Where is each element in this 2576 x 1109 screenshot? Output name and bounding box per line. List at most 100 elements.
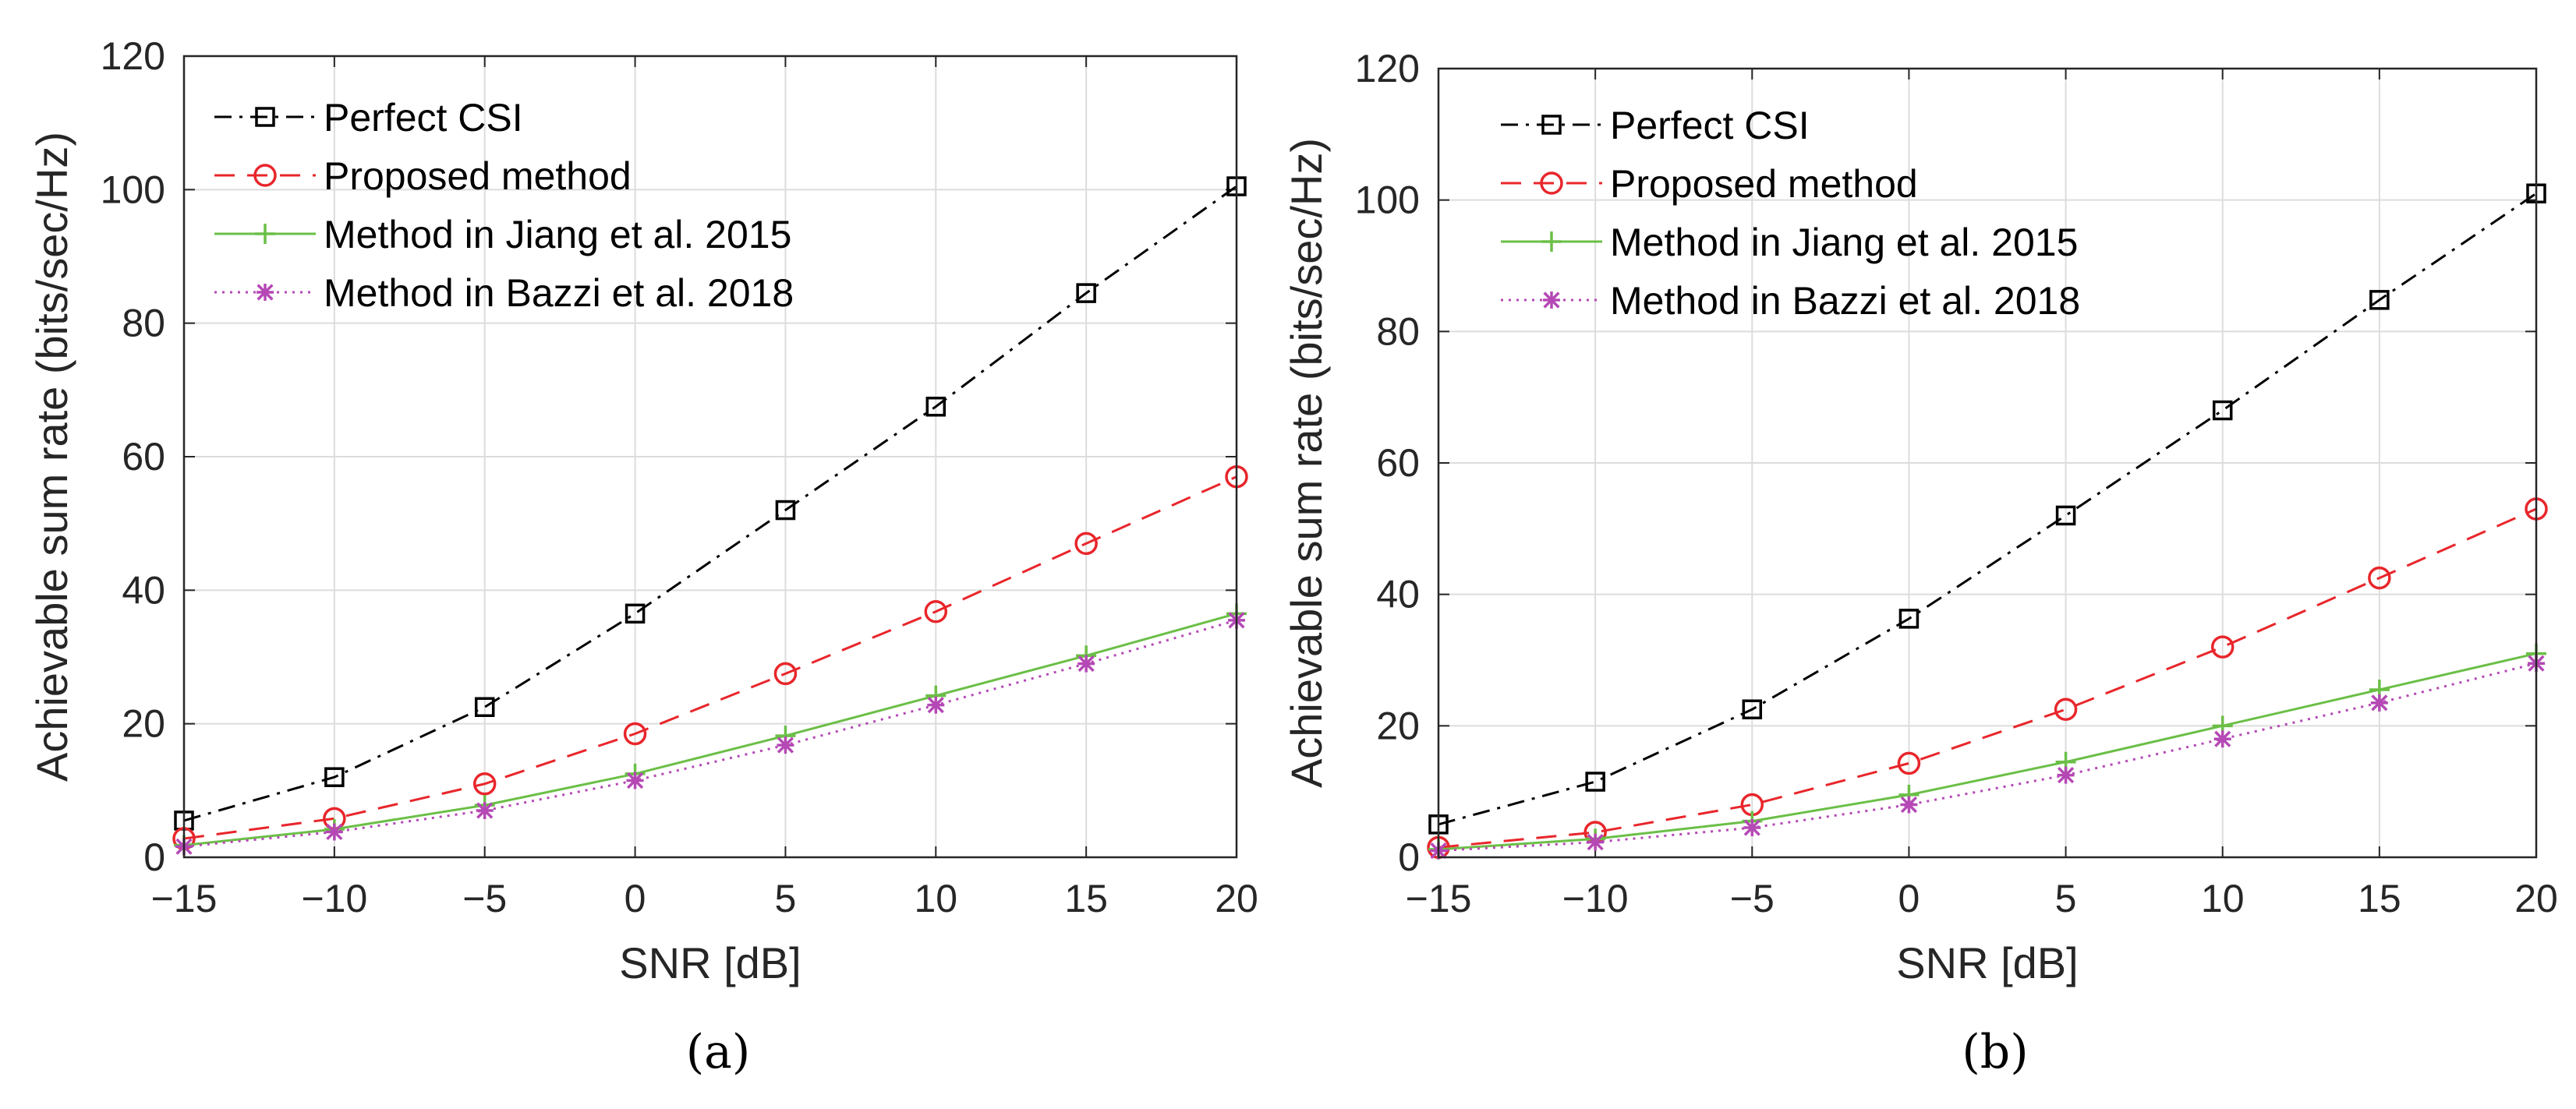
x-tick-label: 15 — [2358, 877, 2401, 920]
data-point — [1074, 532, 1098, 556]
x-tick-label: −5 — [1730, 877, 1775, 920]
legend-label: Proposed method — [1610, 162, 1918, 206]
data-point — [1585, 772, 1605, 792]
data-point — [325, 823, 343, 841]
x-tick-label: 5 — [2055, 877, 2077, 920]
legend-marker — [257, 284, 274, 301]
legend-label: Perfect CSI — [324, 96, 523, 140]
y-tick-label: 100 — [101, 168, 165, 211]
legend-item: Perfect CSI — [214, 96, 523, 140]
y-tick-label: 40 — [1376, 573, 1420, 616]
x-tick-label: 0 — [625, 877, 646, 920]
data-point — [2369, 290, 2390, 310]
axes-box — [182, 55, 1238, 859]
legend-label: Method in Bazzi et al. 2018 — [324, 271, 794, 315]
data-point — [927, 696, 945, 714]
data-point — [2212, 400, 2233, 421]
legend-item: Proposed method — [1501, 162, 1918, 206]
x-tick-label: 20 — [2514, 877, 2558, 920]
legend-item: Perfect CSI — [1501, 104, 1810, 147]
data-point — [777, 736, 794, 754]
legend-marker — [1541, 115, 1562, 135]
series-4 — [1430, 655, 2545, 860]
x-tick-label: −15 — [1406, 877, 1472, 920]
series-line — [1438, 192, 2537, 826]
y-tick-label: 60 — [1376, 441, 1420, 485]
data-point — [472, 772, 497, 796]
y-tick-label: 20 — [1376, 704, 1420, 747]
y-tick-label: 120 — [101, 34, 165, 78]
legend-label: Proposed method — [324, 154, 632, 198]
data-point — [625, 603, 646, 624]
legend: Perfect CSI Proposed method Method in Jian… — [214, 96, 794, 315]
series-line — [183, 475, 1237, 840]
data-point — [1898, 609, 1920, 629]
x-tick-label: 5 — [775, 877, 797, 920]
data-point — [324, 767, 345, 787]
data-point — [2370, 694, 2388, 712]
data-point — [1900, 796, 1918, 814]
data-point — [775, 500, 796, 521]
x-axis-label: SNR [dB] — [1896, 938, 2078, 987]
legend-label: Method in Jiang et al. 2015 — [1610, 221, 2078, 264]
data-point — [476, 802, 494, 820]
x-tick-label: 20 — [1215, 877, 1258, 920]
data-point — [623, 722, 647, 746]
x-tick-label: 15 — [1064, 877, 1108, 920]
legend-item: Method in Jiang et al. 2015 — [1501, 221, 2078, 264]
legend-marker — [1543, 291, 1560, 309]
legend-label: Method in Bazzi et al. 2018 — [1610, 279, 2080, 323]
data-point — [1077, 655, 1095, 673]
series-line — [183, 185, 1237, 822]
data-point — [1587, 833, 1605, 851]
x-tick-label: −5 — [462, 877, 507, 920]
data-point — [1897, 751, 1921, 775]
y-tick-label: 120 — [1355, 47, 1420, 90]
data-point — [1076, 283, 1096, 303]
x-tick-label: 10 — [2201, 877, 2245, 920]
y-tick-label: 0 — [1398, 835, 1420, 879]
y-tick-label: 80 — [122, 302, 165, 345]
y-tick-label: 40 — [122, 568, 165, 612]
data-point — [2213, 730, 2231, 748]
legend-item: Method in Bazzi et al. 2018 — [214, 271, 794, 315]
legend-item: Method in Bazzi et al. 2018 — [1501, 279, 2080, 323]
legend: Perfect CSI Proposed method Method in Jian… — [1501, 104, 2080, 323]
legend-marker — [255, 107, 275, 127]
legend-item: Method in Jiang et al. 2015 — [214, 213, 791, 256]
y-tick-label: 0 — [143, 835, 165, 879]
y-tick-label: 100 — [1355, 178, 1420, 222]
data-point — [2368, 566, 2391, 590]
legend-label: Method in Jiang et al. 2015 — [324, 213, 791, 256]
y-axis-label: Achievable sum rate (bits/sec/Hz) — [1282, 138, 1331, 788]
data-point — [2055, 505, 2076, 526]
legend-label: Perfect CSI — [1610, 104, 1810, 147]
series-line — [1438, 652, 2537, 851]
x-tick-label: −15 — [151, 877, 218, 920]
x-tick-label: −10 — [301, 877, 367, 920]
data-point — [773, 662, 798, 686]
data-point — [626, 772, 644, 789]
chart-panel-a: −15 −10 −5 0 5 10 15 20 0 20 40 60 80 100 120 SNR [dB] A… — [27, 34, 1258, 1079]
data-point — [2057, 766, 2075, 784]
y-tick-label: 80 — [1376, 309, 1420, 353]
x-tick-label: 0 — [1898, 877, 1920, 920]
panel-caption: (b) — [1962, 1025, 2028, 1079]
legend-marker — [253, 164, 277, 187]
data-point — [474, 697, 495, 717]
axes-box — [1437, 67, 2538, 859]
data-point — [2210, 635, 2235, 659]
data-point — [1743, 819, 1761, 837]
legend-marker — [1541, 231, 1562, 252]
x-tick-label: 10 — [914, 877, 957, 920]
data-point — [925, 397, 947, 417]
data-point — [924, 599, 948, 623]
chart-panel-b: −15 −10 −5 0 5 10 15 20 0 20 40 60 80 100 120 SNR [dB] A… — [1282, 47, 2558, 1079]
y-axis-label: Achievable sum rate (bits/sec/Hz) — [27, 132, 76, 782]
data-point — [1742, 699, 1763, 719]
x-tick-label: −10 — [1562, 877, 1629, 920]
x-axis-label: SNR [dB] — [619, 938, 801, 987]
y-tick-label: 20 — [122, 702, 165, 746]
